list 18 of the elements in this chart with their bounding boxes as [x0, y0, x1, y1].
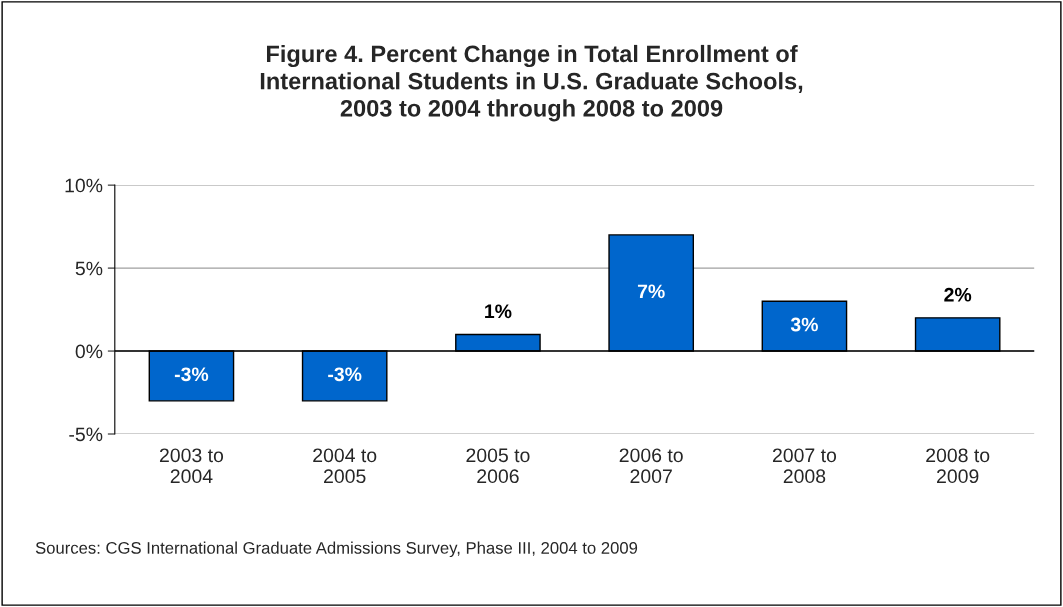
y-tick-label: -5% [69, 427, 103, 442]
data-label: 2% [944, 287, 972, 302]
x-tick-label: 2005 to 2006 [466, 448, 530, 484]
data-label: -3% [328, 367, 362, 382]
x-tick-label: 2008 to 2009 [926, 448, 990, 484]
y-tick-label: 5% [75, 261, 103, 276]
y-tick-label: 10% [65, 178, 103, 193]
y-tick-label: 0% [75, 344, 103, 359]
data-label: 7% [637, 284, 665, 299]
x-tick-label: 2004 to 2005 [313, 448, 377, 484]
data-label: -3% [174, 367, 209, 382]
x-tick-label: 2007 to 2008 [772, 448, 837, 484]
data-label: 1% [485, 304, 512, 319]
x-tick-label: 2003 to 2004 [159, 448, 224, 484]
chart-title: Figure 4. Percent Change in Total Enrollment of International Students in U.S. Graduate Schools, 2003 to 2004 through 2008 to 2009 [260, 44, 803, 122]
source-note: Sources: CGS International Graduate Admissions Survey, Phase III, 2004 to 2009 [35, 541, 638, 558]
x-tick-label: 2006 to 2007 [619, 448, 683, 484]
data-label: 3% [790, 317, 818, 332]
